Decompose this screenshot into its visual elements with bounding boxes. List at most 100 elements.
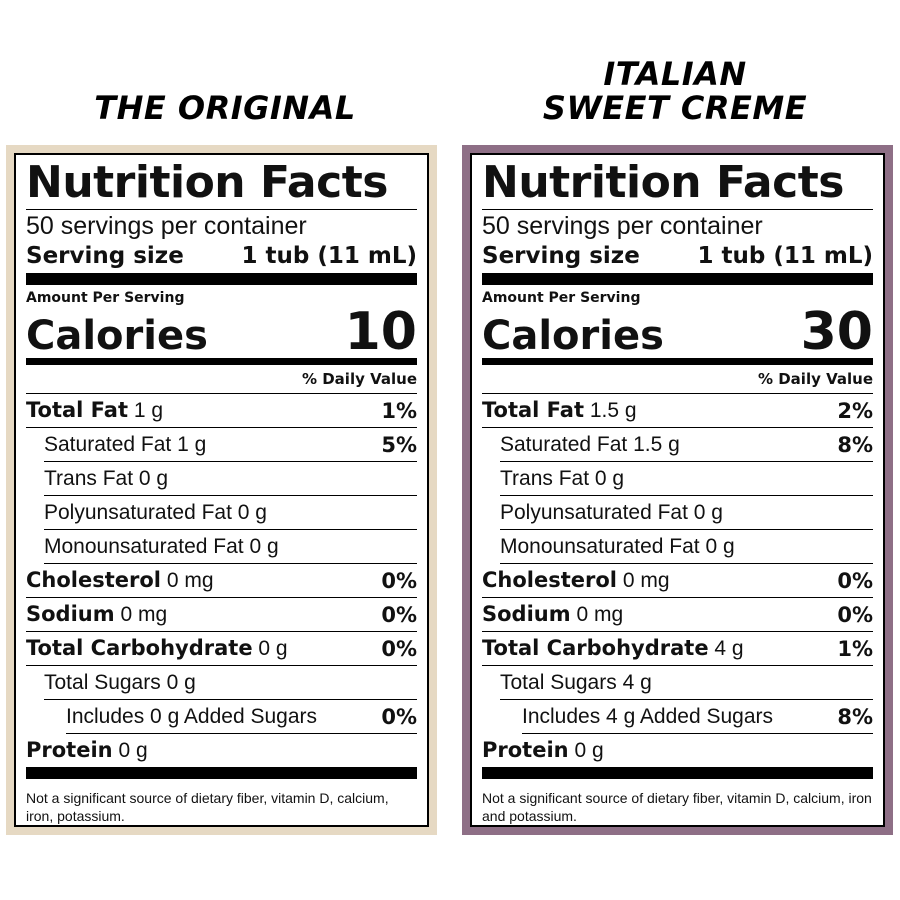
nutrient-label: Includes 4 g Added Sugars — [522, 705, 773, 729]
daily-value-header: % Daily Value — [26, 365, 417, 394]
nutrient-row: Sodium 0 mg 0% — [26, 598, 417, 632]
serving-size-row: Serving size 1 tub (11 mL) — [482, 241, 873, 285]
nutrition-panel-italian-sweet-creme: Nutrition Facts 50 servings per container… — [462, 145, 893, 835]
nutrient-name: Total Carbohydrate — [482, 636, 709, 660]
daily-value-header: % Daily Value — [482, 365, 873, 394]
nutrition-label: Nutrition Facts 50 servings per container… — [470, 153, 885, 827]
nutrient-name: Trans Fat — [44, 466, 134, 490]
nutrient-name: Sodium — [482, 602, 571, 626]
nutrient-amount: 0 mg — [622, 569, 670, 592]
nutrient-name: Protein — [26, 738, 113, 762]
nutrient-row: Polyunsaturated Fat 0 g — [500, 496, 873, 530]
nutrient-label: Total Fat 1 g — [26, 398, 163, 423]
serving-size-label: Serving size — [26, 243, 184, 269]
nutrient-row: Trans Fat 0 g — [44, 462, 417, 496]
nutrient-amount: 0 mg — [166, 569, 214, 592]
nutrient-row: Trans Fat 0 g — [500, 462, 873, 496]
nutrient-row: Total Carbohydrate 4 g 1% — [482, 632, 873, 666]
nutrient-label: Monounsaturated Fat 0 g — [500, 535, 735, 559]
calories-row: Calories 10 — [26, 306, 417, 365]
nutrient-daily-value: 0% — [381, 568, 417, 593]
nutrient-label: Saturated Fat 1.5 g — [500, 433, 680, 457]
nutrient-amount: 4 g — [622, 670, 652, 694]
nutrient-label: Total Carbohydrate 0 g — [26, 636, 288, 661]
nutrient-name: Total Sugars — [44, 670, 161, 694]
nutrient-row: Cholesterol 0 mg 0% — [482, 564, 873, 598]
nutrient-row: Monounsaturated Fat 0 g — [44, 530, 417, 564]
nutrient-amount: 0 g — [118, 739, 148, 762]
nutrient-amount: 0 g — [138, 466, 169, 490]
nutrient-label: Total Sugars 0 g — [44, 671, 196, 695]
nutrient-name: Protein — [482, 738, 569, 762]
nutrient-amount: 1.5 g — [589, 399, 637, 422]
nutrient-daily-value: 0% — [837, 602, 873, 627]
nutrient-daily-value: 0% — [381, 602, 417, 627]
nutrient-amount: 1 g — [177, 432, 207, 456]
product-heading-line: THE ORIGINAL — [94, 89, 356, 127]
serving-size-value: 1 tub (11 mL) — [697, 243, 873, 269]
amount-per-serving: Amount Per Serving — [482, 290, 641, 306]
nutrient-amount: 0 g — [166, 670, 196, 694]
nutrient-row: Sodium 0 mg 0% — [482, 598, 873, 632]
nutrient-name: Includes 0 g Added Sugars — [66, 704, 318, 728]
nutrient-row: Total Sugars 0 g — [44, 666, 417, 700]
nutrient-amount: 0 g — [594, 466, 625, 490]
nutrition-panel-original: Nutrition Facts 50 servings per container… — [6, 145, 437, 835]
nutrient-row: Includes 4 g Added Sugars 8% — [522, 700, 873, 734]
nutrient-row: Total Sugars 4 g — [500, 666, 873, 700]
nutrient-name: Polyunsaturated Fat — [500, 500, 688, 524]
nutrient-name: Cholesterol — [482, 568, 617, 592]
nutrient-label: Includes 0 g Added Sugars — [66, 705, 317, 729]
nutrition-label: Nutrition Facts 50 servings per container… — [14, 153, 429, 827]
nutrient-label: Total Carbohydrate 4 g — [482, 636, 744, 661]
amount-per-serving: Amount Per Serving — [26, 290, 185, 306]
nutrient-label: Trans Fat 0 g — [500, 467, 624, 491]
nutrient-label: Cholesterol 0 mg — [482, 568, 670, 593]
nutrient-amount: 1 g — [133, 399, 164, 422]
nutrient-name: Sodium — [26, 602, 115, 626]
nutrient-label: Sodium 0 mg — [482, 602, 623, 627]
nutrient-row: Saturated Fat 1.5 g 8% — [500, 428, 873, 462]
nutrient-name: Cholesterol — [26, 568, 161, 592]
nutrient-amount: 0 g — [705, 534, 735, 558]
nutrient-row: Protein 0 g — [482, 734, 873, 779]
nutrient-daily-value: 0% — [837, 568, 873, 593]
nutrient-row: Total Carbohydrate 0 g 0% — [26, 632, 417, 666]
serving-size-label: Serving size — [482, 243, 640, 269]
nutrient-daily-value: 8% — [837, 432, 873, 457]
nutrient-row: Protein 0 g — [26, 734, 417, 779]
serving-size-row: Serving size 1 tub (11 mL) — [26, 241, 417, 285]
calories-value: 10 — [344, 302, 417, 362]
nutrient-label: Protein 0 g — [482, 738, 604, 763]
calories-label: Calories — [26, 313, 208, 359]
calories-value: 30 — [800, 302, 873, 362]
nutrient-amount: 0 g — [249, 534, 279, 558]
nutrient-row: Monounsaturated Fat 0 g — [500, 530, 873, 564]
nutrient-label: Total Sugars 4 g — [500, 671, 652, 695]
nutrient-row: Polyunsaturated Fat 0 g — [44, 496, 417, 530]
nutrient-name: Saturated Fat — [44, 432, 172, 456]
nutrient-daily-value: 1% — [837, 636, 873, 661]
nutrient-row: Cholesterol 0 mg 0% — [26, 564, 417, 598]
nutrient-label: Trans Fat 0 g — [44, 467, 168, 491]
nutrient-name: Includes 4 g Added Sugars — [522, 704, 774, 728]
nutrient-amount: 0 g — [237, 500, 267, 524]
calories-row: Calories 30 — [482, 306, 873, 365]
nutrient-amount: 0 g — [258, 637, 288, 660]
product-heading-italian-sweet-creme: ITALIAN SWEET CREME — [460, 57, 890, 125]
nutrient-label: Protein 0 g — [26, 738, 148, 763]
nutrient-amount: 0 mg — [120, 603, 168, 626]
nutrition-facts-title: Nutrition Facts — [482, 157, 873, 210]
servings-per-container: 50 servings per container — [482, 212, 763, 240]
nutrient-row: Saturated Fat 1 g 5% — [44, 428, 417, 462]
nutrient-label: Polyunsaturated Fat 0 g — [44, 501, 267, 525]
nutrient-row: Total Fat 1 g 1% — [26, 394, 417, 428]
nutrient-row: Total Fat 1.5 g 2% — [482, 394, 873, 428]
nutrient-amount: 0 g — [693, 500, 723, 524]
product-heading-line: ITALIAN — [603, 55, 747, 93]
calories-label: Calories — [482, 313, 664, 359]
nutrient-label: Saturated Fat 1 g — [44, 433, 206, 457]
nutrition-facts-title: Nutrition Facts — [26, 157, 417, 210]
nutrient-name: Monounsaturated Fat — [500, 534, 700, 558]
nutrient-daily-value: 0% — [381, 636, 417, 661]
